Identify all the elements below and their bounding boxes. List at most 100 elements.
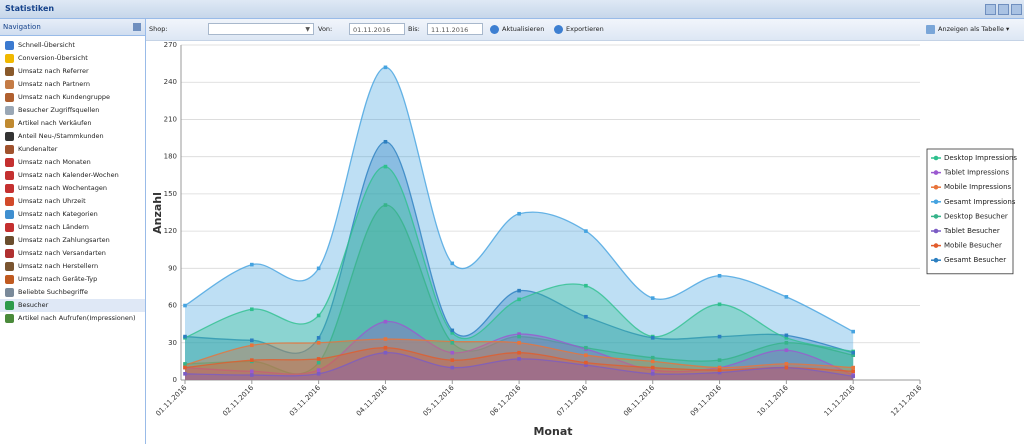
point bbox=[383, 139, 388, 144]
window-titlebar: Statistiken bbox=[0, 0, 1024, 19]
point bbox=[517, 332, 521, 336]
point bbox=[851, 369, 855, 374]
point bbox=[316, 266, 321, 271]
navigation-item[interactable]: Umsatz nach Zahlungsarten bbox=[0, 234, 145, 247]
navigation-item[interactable]: Umsatz nach Partnern bbox=[0, 78, 145, 91]
x-tick-label: 11.11.2016 bbox=[823, 383, 857, 417]
navigation-label: Anteil Neu-/Stammkunden bbox=[18, 132, 104, 140]
area bbox=[185, 321, 854, 380]
point bbox=[316, 371, 321, 376]
legend-label: Mobile Impressions bbox=[944, 183, 1012, 191]
view-button[interactable]: Anzeigen als Tabelle ▾ bbox=[926, 19, 1009, 40]
navigation-item[interactable]: Artikel nach Aufrufen(Impressionen) bbox=[0, 312, 145, 325]
navigation-label: Umsatz nach Kundengruppe bbox=[18, 93, 110, 101]
navigation-icon bbox=[5, 67, 14, 76]
navigation-item[interactable]: Schnell-Übersicht bbox=[0, 39, 145, 52]
y-tick-label: 210 bbox=[164, 115, 177, 123]
refresh-button[interactable]: Aktualisieren bbox=[490, 19, 544, 40]
x-tick-label: 10.11.2016 bbox=[756, 383, 790, 417]
navigation-item[interactable]: Conversion-Übersicht bbox=[0, 52, 145, 65]
navigation-item[interactable]: Umsatz nach Kategorien bbox=[0, 208, 145, 221]
point bbox=[851, 374, 855, 379]
navigation-item[interactable]: Umsatz nach Monaten bbox=[0, 156, 145, 169]
point bbox=[517, 288, 521, 293]
minimize-button[interactable] bbox=[985, 4, 996, 15]
navigation-label: Beliebte Suchbegriffe bbox=[18, 288, 88, 296]
navigation-item[interactable]: Kundenalter bbox=[0, 143, 145, 156]
navigation-item[interactable]: Umsatz nach Wochentagen bbox=[0, 182, 145, 195]
navigation-icon bbox=[5, 288, 14, 297]
navigation-label: Umsatz nach Zahlungsarten bbox=[18, 236, 110, 244]
navigation-item[interactable]: Umsatz nach Herstellern bbox=[0, 260, 145, 273]
y-tick-label: 60 bbox=[168, 302, 177, 310]
point bbox=[717, 358, 722, 362]
navigation-item[interactable]: Besucher bbox=[0, 299, 145, 312]
navigation-label: Umsatz nach Ländern bbox=[18, 223, 89, 231]
navigation-icon bbox=[5, 145, 14, 154]
point bbox=[650, 336, 655, 340]
navigation-item[interactable]: Umsatz nach Uhrzeit bbox=[0, 195, 145, 208]
window-title: Statistiken bbox=[5, 4, 55, 13]
legend-label: Tablet Impressions bbox=[943, 169, 1009, 177]
point bbox=[517, 357, 521, 361]
navigation-item[interactable]: Umsatz nach Kundengruppe bbox=[0, 91, 145, 104]
legend-swatch bbox=[933, 243, 939, 248]
navigation-label: Artikel nach Aufrufen(Impressionen) bbox=[18, 314, 136, 322]
navigation-icon bbox=[5, 41, 14, 50]
navigation-item[interactable]: Umsatz nach Ländern bbox=[0, 221, 145, 234]
x-axis-title: Monat bbox=[533, 425, 572, 438]
navigation-label: Besucher Zugriffsquellen bbox=[18, 106, 100, 114]
navigation-item[interactable]: Besucher Zugriffsquellen bbox=[0, 104, 145, 117]
point bbox=[316, 313, 321, 318]
navigation-item[interactable]: Umsatz nach Kalender-Wochen bbox=[0, 169, 145, 182]
point bbox=[450, 365, 455, 370]
navigation-item[interactable]: Beliebte Suchbegriffe bbox=[0, 286, 145, 299]
from-label: Von: bbox=[318, 25, 333, 33]
point bbox=[383, 164, 388, 169]
to-date-input[interactable]: 11.11.2016 bbox=[427, 23, 483, 35]
shop-label: Shop: bbox=[149, 25, 168, 33]
navigation-item[interactable]: Anteil Neu-/Stammkunden bbox=[0, 130, 145, 143]
legend-swatch bbox=[933, 228, 939, 234]
legend-box bbox=[926, 148, 1014, 275]
navigation-icon bbox=[5, 236, 14, 245]
navigation-item[interactable]: Artikel nach Verkäufen bbox=[0, 117, 145, 130]
navigation-icon bbox=[5, 262, 14, 271]
point bbox=[650, 371, 655, 376]
navigation-icon bbox=[5, 197, 14, 206]
area bbox=[185, 352, 854, 380]
shop-select[interactable]: ▼ bbox=[208, 23, 314, 35]
area bbox=[185, 204, 854, 380]
navigation-icon bbox=[5, 301, 14, 310]
navigation-icon bbox=[5, 223, 14, 232]
export-button[interactable]: Exportieren bbox=[554, 19, 604, 40]
from-date-input[interactable]: 01.11.2016 bbox=[349, 23, 405, 35]
y-tick-label: 120 bbox=[164, 227, 177, 235]
maximize-button[interactable] bbox=[998, 4, 1009, 15]
point bbox=[650, 365, 655, 370]
collapse-button[interactable] bbox=[133, 23, 141, 31]
point bbox=[383, 337, 388, 341]
navigation-label: Umsatz nach Versandarten bbox=[18, 249, 106, 257]
y-tick-label: 240 bbox=[164, 78, 177, 86]
navigation-label: Umsatz nach Partnern bbox=[18, 80, 90, 88]
navigation-item[interactable]: Umsatz nach Referrer bbox=[0, 65, 145, 78]
close-button[interactable] bbox=[1011, 4, 1022, 15]
point bbox=[450, 328, 455, 333]
point bbox=[450, 340, 455, 345]
y-tick-label: 30 bbox=[168, 339, 177, 347]
navigation-item[interactable]: Umsatz nach Versandarten bbox=[0, 247, 145, 260]
point bbox=[650, 368, 655, 372]
point bbox=[183, 334, 187, 339]
legend-swatch bbox=[933, 170, 939, 175]
to-label: Bis: bbox=[408, 25, 420, 33]
point bbox=[383, 203, 388, 207]
point bbox=[584, 363, 588, 367]
point bbox=[450, 261, 455, 266]
x-tick-label: 08.11.2016 bbox=[622, 383, 656, 417]
point bbox=[183, 365, 187, 370]
point bbox=[717, 273, 722, 278]
navigation-label: Umsatz nach Herstellern bbox=[18, 262, 99, 270]
y-tick-label: 90 bbox=[168, 264, 177, 272]
navigation-item[interactable]: Umsatz nach Geräte-Typ bbox=[0, 273, 145, 286]
